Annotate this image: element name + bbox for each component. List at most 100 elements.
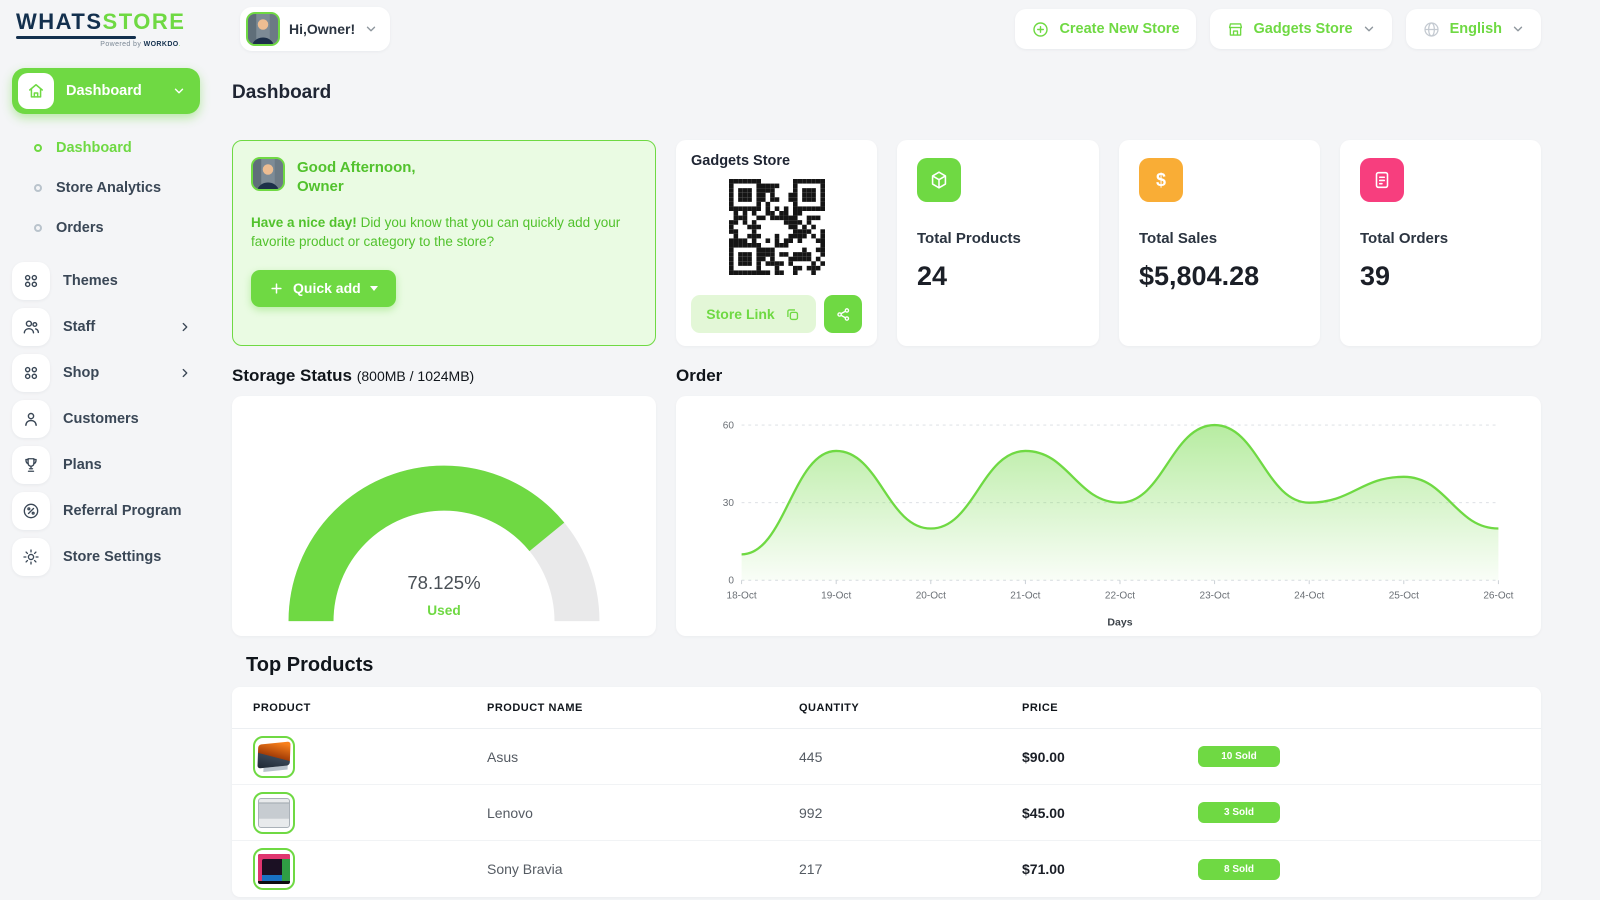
globe-icon — [1424, 21, 1439, 37]
gear-icon — [12, 538, 50, 576]
sidebar-item-staff[interactable]: Staff — [12, 304, 200, 350]
svg-text:60: 60 — [723, 420, 735, 431]
main-content: Dashboard Good Afternoon, Owner Have a n… — [212, 58, 1600, 897]
chevron-down-icon — [364, 22, 378, 36]
store-switcher-button[interactable]: Gadgets Store — [1209, 9, 1392, 49]
create-new-store-button[interactable]: Create New Store — [1015, 9, 1196, 49]
trophy-icon — [12, 446, 50, 484]
product-name: Sony Bravia — [487, 861, 563, 877]
sidebar-item-dashboard[interactable]: Dashboard — [12, 128, 200, 168]
store-link-button[interactable]: Store Link — [691, 295, 816, 333]
svg-text:22-Oct: 22-Oct — [1105, 590, 1135, 601]
gauge-percent: 78.125% — [407, 572, 480, 593]
brand-part2: STORE — [102, 8, 186, 34]
product-name: Asus — [487, 748, 519, 765]
page-title: Dashboard — [232, 82, 332, 103]
product-price: $71.00 — [1022, 861, 1065, 877]
column-header-quantity: QUANTITY — [799, 701, 860, 714]
header-actions: Create New Store Gadgets Store English — [1015, 9, 1541, 49]
greeting-avatar — [251, 157, 285, 191]
sidebar-item-store-settings[interactable]: Store Settings — [12, 534, 200, 580]
user-greeting-label: Hi,Owner! — [289, 21, 356, 37]
sidebar-item-store-analytics[interactable]: Store Analytics — [12, 168, 200, 208]
brand-part1: WHATS — [16, 8, 103, 34]
product-quantity: 992 — [799, 804, 823, 821]
bullet-ring-icon — [34, 184, 42, 192]
gauge-used-label: Used — [427, 603, 460, 618]
product-quantity: 217 — [799, 861, 823, 877]
sidebar-item-shop[interactable]: Shop — [12, 350, 200, 396]
svg-text:Days: Days — [1107, 616, 1132, 628]
chevron-right-icon — [178, 320, 192, 334]
product-quantity: 445 — [799, 748, 823, 765]
product-name: Lenovo — [487, 804, 533, 821]
sidebar-group-dashboard[interactable]: Dashboard — [12, 68, 200, 114]
product-image — [253, 848, 295, 890]
stat-card-total-sales: $ Total Sales $5,804.28 — [1119, 140, 1320, 346]
copy-icon — [786, 308, 798, 320]
greeting-message: Have a nice day! Did you know that you c… — [251, 214, 621, 250]
svg-text:20-Oct: 20-Oct — [916, 590, 946, 601]
brand-powered-by: Powered by WORKDO. — [100, 40, 181, 48]
svg-text:21-Oct: 21-Oct — [1010, 590, 1040, 601]
store-name: Gadgets Store — [691, 153, 791, 169]
svg-text:0: 0 — [728, 576, 734, 587]
product-price: $45.00 — [1022, 804, 1065, 821]
stat-label: Total Products — [917, 230, 1021, 247]
svg-text:23-Oct: 23-Oct — [1200, 590, 1230, 601]
chevron-right-icon — [178, 366, 192, 380]
sidebar-sub-menu: Dashboard Store Analytics Orders — [12, 114, 200, 258]
sidebar-item-themes[interactable]: Themes — [12, 258, 200, 304]
storage-gauge: 78.125% Used — [288, 465, 600, 622]
home-icon — [18, 73, 54, 109]
chevron-down-icon — [1362, 22, 1376, 36]
column-header-product-name: PRODUCT NAME — [487, 701, 583, 714]
plus-icon — [271, 283, 282, 294]
svg-text:19-Oct: 19-Oct — [821, 590, 851, 601]
users-icon — [12, 308, 50, 346]
plus-circle-icon — [1033, 21, 1049, 37]
svg-text:25-Oct: 25-Oct — [1389, 590, 1419, 601]
sidebar: Dashboard Dashboard Store Analytics Orde… — [0, 58, 212, 580]
stat-card-total-products: Total Products 24 — [897, 140, 1099, 346]
top-header: WHATSSTORE Powered by WORKDO. Hi,Owner! … — [0, 0, 1600, 58]
sold-badge: 3 Sold — [1198, 802, 1280, 823]
top-products-table: PRODUCT PRODUCT NAME QUANTITY PRICE Asus… — [232, 687, 1541, 897]
greeting-card: Good Afternoon, Owner Have a nice day! D… — [232, 140, 656, 346]
product-image — [253, 735, 295, 778]
table-row[interactable]: Sony Bravia 217 $71.00 8 Sold — [232, 841, 1541, 897]
top-products-title: Top Products — [246, 654, 374, 676]
stat-value: 24 — [917, 261, 948, 291]
chevron-down-icon — [172, 84, 186, 98]
stat-label: Total Sales — [1139, 230, 1218, 247]
sold-badge: 8 Sold — [1198, 858, 1280, 880]
bullet-ring-icon — [34, 224, 42, 232]
order-area-chart: 0 30 60 18-Oct 19-Oct 20-Oct 21-Oct 22-Oct 23-Oc… — [723, 420, 1514, 628]
table-row[interactable]: Asus 445 $90.00 10 Sold — [232, 729, 1541, 785]
dollar-icon: $ — [1139, 158, 1183, 202]
share-button[interactable] — [824, 295, 862, 333]
sidebar-item-plans[interactable]: Plans — [12, 442, 200, 488]
qr-code — [728, 179, 825, 275]
grid-dots-icon — [12, 354, 50, 392]
sidebar-item-referral-program[interactable]: Referral Program — [12, 488, 200, 534]
user-menu-button[interactable]: Hi,Owner! — [240, 7, 391, 51]
product-image — [253, 791, 295, 834]
user-icon — [12, 400, 50, 438]
storefront-icon — [1228, 22, 1242, 36]
table-header-row: PRODUCT PRODUCT NAME QUANTITY PRICE — [232, 687, 1541, 729]
storage-status-title: Storage Status (800MB / 1024MB) — [232, 366, 475, 385]
stat-label: Total Orders — [1360, 230, 1449, 247]
stat-value: 39 — [1360, 261, 1391, 291]
sidebar-item-customers[interactable]: Customers — [12, 396, 200, 442]
quick-add-button[interactable]: Quick add — [251, 269, 396, 307]
storage-gauge-card: 78.125% Used — [232, 396, 656, 636]
bullet-ring-icon — [34, 144, 42, 152]
percent-badge-icon — [12, 492, 50, 530]
table-row[interactable]: Lenovo 992 $45.00 3 Sold — [232, 785, 1541, 841]
brand-logo[interactable]: WHATSSTORE Powered by WORKDO. — [0, 8, 212, 48]
language-selector-button[interactable]: English — [1405, 9, 1541, 49]
grid-dots-icon — [12, 262, 50, 300]
sidebar-item-orders[interactable]: Orders — [12, 208, 200, 248]
logo-underline — [16, 35, 136, 39]
